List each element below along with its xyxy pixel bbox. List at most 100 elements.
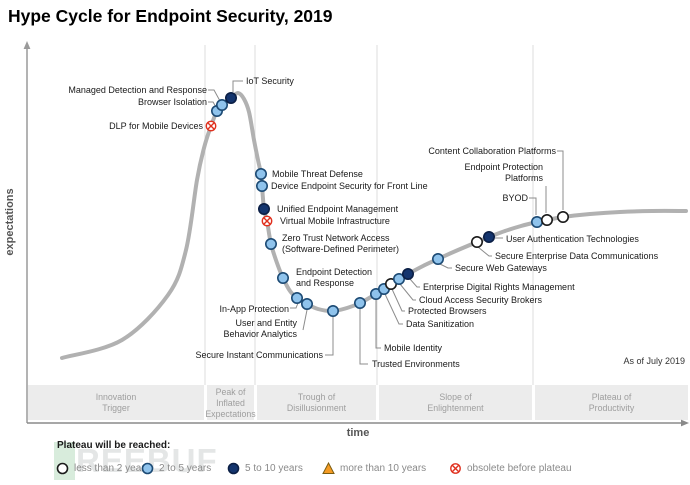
leader-trusted-environments — [359, 309, 368, 365]
point-byod — [530, 216, 543, 229]
legend-item-2-to-5-years: 2 to 5 years — [141, 462, 211, 475]
phase-cell — [207, 385, 254, 420]
legend-item-obsolete-before-plateau: obsolete before plateau — [449, 462, 572, 475]
leader-secure-instant-communications — [325, 317, 334, 356]
leader-byod — [529, 197, 537, 215]
leader-protected-browsers — [391, 288, 405, 312]
label-browser-isolation: Browser Isolation — [137, 97, 207, 107]
leader-secure-web-gateways — [439, 263, 452, 269]
label-protected-browsers: Protected Browsers — [408, 306, 487, 316]
phase-gridlines — [204, 45, 534, 385]
label-managed-detection-and-response: Managed Detection and Response — [68, 85, 207, 95]
leader-content-collaboration-platforms — [557, 150, 564, 210]
leader-managed-detection-and-response — [208, 89, 221, 102]
label-zero-trust-network-access-software-defined-perimeter: Zero Trust Network Access (Software-Defi… — [282, 233, 400, 254]
legend-item-5-to-10-years: 5 to 10 years — [227, 462, 303, 475]
leader-mobile-identity — [375, 300, 381, 349]
label-endpoint-detection-and-response: Endpoint Detection and Response — [296, 267, 373, 288]
label-iot-security: IoT Security — [246, 76, 294, 86]
point-zero-trust-network-access-software-defined-perimeter — [264, 238, 277, 251]
leader-enterprise-digital-rights-management — [409, 278, 420, 288]
point-managed-detection-and-response — [216, 99, 229, 112]
phase-cell — [379, 385, 532, 420]
chart-title: Hype Cycle for Endpoint Security, 2019 — [8, 6, 333, 26]
label-virtual-mobile-infrastructure: Virtual Mobile Infrastructure — [280, 216, 390, 226]
phase-cell — [28, 385, 204, 420]
leader-data-sanitization — [384, 293, 403, 325]
legend-obsolete-icon — [450, 463, 461, 474]
legend-item-label: more than 10 years — [340, 463, 427, 474]
point-enterprise-digital-rights-management — [401, 267, 414, 280]
point-in-app-protection — [290, 291, 303, 304]
point-device-endpoint-security-for-front-line — [255, 180, 268, 193]
phase-innovation-trigger: Innovation Trigger — [95, 392, 137, 413]
x-axis-label: time — [346, 427, 370, 439]
label-user-authentication-technologies: User Authentication Technologies — [506, 234, 639, 244]
label-in-app-protection: In-App Protection — [219, 304, 289, 314]
point-user-authentication-technologies — [482, 231, 495, 244]
leader-in-app-protection — [290, 302, 299, 309]
point-cloud-access-security-brokers — [392, 272, 405, 285]
point-secure-enterprise-data-communications — [470, 236, 483, 249]
phase-peak-of-inflated-expectations: Peak of Inflated Expectations — [205, 386, 256, 419]
point-iot-security — [225, 92, 238, 105]
point-secure-web-gateways — [431, 253, 444, 266]
label-trusted-environments: Trusted Environments — [372, 359, 460, 369]
point-endpoint-protection-platforms — [540, 214, 553, 227]
label-byod: BYOD — [502, 193, 528, 203]
legend-item-label: 5 to 10 years — [245, 463, 303, 474]
leader-user-and-entity-behavior-analytics — [302, 309, 308, 331]
label-content-collaboration-platforms: Content Collaboration Platforms — [428, 146, 556, 156]
legend-circle-light-icon — [141, 462, 154, 475]
phase-slope-of-enlightenment: Slope of Enlightenment — [427, 392, 484, 413]
legend-title: Plateau will be reached: — [57, 440, 171, 451]
data-points — [205, 92, 569, 317]
legend-circle-dark-icon — [227, 462, 240, 475]
point-virtual-mobile-infrastructure-obsolete-icon — [261, 215, 273, 227]
label-enterprise-digital-rights-management: Enterprise Digital Rights Management — [423, 282, 575, 292]
label-secure-web-gateways: Secure Web Gateways — [455, 263, 547, 273]
label-unified-endpoint-management: Unified Endpoint Management — [277, 204, 399, 214]
point-content-collaboration-platforms — [556, 211, 569, 224]
leader-browser-isolation — [208, 101, 217, 108]
legend-item-label: obsolete before plateau — [467, 463, 572, 474]
point-unified-endpoint-management — [257, 203, 270, 216]
axes — [23, 41, 689, 427]
legend-item-less-than-2-years: less than 2 years — [56, 462, 150, 475]
point-mobile-threat-defense — [255, 168, 268, 181]
legend-triangle-icon — [322, 462, 335, 474]
x-axis-arrow-icon — [681, 419, 689, 427]
y-axis-arrow-icon — [23, 41, 31, 49]
point-endpoint-detection-and-response — [276, 271, 289, 284]
legend-item-label: less than 2 years — [74, 463, 150, 474]
phase-cell — [535, 385, 688, 420]
phase-trough-of-disillusionment: Trough of Disillusionment — [286, 392, 347, 413]
label-mobile-identity: Mobile Identity — [384, 343, 443, 353]
label-mobile-threat-defense: Mobile Threat Defense — [272, 169, 363, 179]
phase-band — [28, 385, 688, 420]
label-dlp-for-mobile-devices: DLP for Mobile Devices — [109, 121, 203, 131]
label-cloud-access-security-brokers: Cloud Access Security Brokers — [419, 295, 543, 305]
point-dlp-for-mobile-devices-obsolete-icon — [205, 120, 217, 132]
label-user-and-entity-behavior-analytics: User and Entity Behavior Analytics — [223, 318, 297, 339]
phase-plateau-of-productivity: Plateau of Productivity — [588, 392, 635, 413]
point-user-and-entity-behavior-analytics — [300, 297, 313, 310]
point-trusted-environments — [353, 296, 366, 309]
label-endpoint-protection-platforms: Endpoint Protection Platforms — [464, 162, 543, 183]
label-secure-instant-communications: Secure Instant Communications — [195, 350, 323, 360]
as-of-date: As of July 2019 — [623, 356, 685, 366]
leader-iot-security — [232, 80, 243, 92]
legend-circle-white-icon — [56, 462, 69, 475]
leader-lines — [208, 80, 564, 365]
label-secure-enterprise-data-communications: Secure Enterprise Data Communications — [495, 251, 659, 261]
y-axis-label: expectations — [4, 188, 16, 256]
leader-secure-enterprise-data-communications — [477, 246, 492, 257]
label-device-endpoint-security-for-front-line: Device Endpoint Security for Front Line — [271, 181, 428, 191]
leader-cloud-access-security-brokers — [399, 283, 416, 301]
point-secure-instant-communications — [326, 304, 339, 317]
legend-item-more-than-10-years: more than 10 years — [322, 462, 426, 475]
label-data-sanitization: Data Sanitization — [406, 319, 475, 329]
phase-cell — [257, 385, 376, 420]
